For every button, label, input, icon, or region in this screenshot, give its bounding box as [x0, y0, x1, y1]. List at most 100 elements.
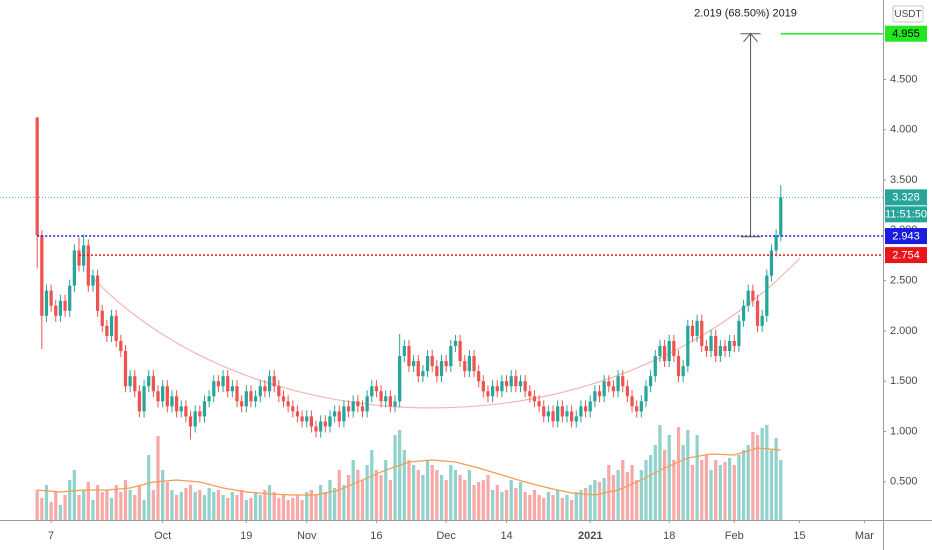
volume-bar	[774, 438, 778, 520]
volume-bar	[151, 490, 155, 520]
candle-body	[128, 376, 132, 387]
volume-bar	[458, 475, 462, 520]
candle-body	[760, 315, 764, 326]
x-tick-label: Mar	[855, 530, 874, 542]
volume-bar	[332, 488, 337, 520]
y-tick-label: 0.500	[890, 476, 918, 488]
volume-bar	[444, 480, 448, 520]
volume-bar	[574, 492, 578, 520]
candle-body	[393, 401, 397, 407]
candle-body	[72, 250, 76, 286]
volume-bar	[114, 485, 118, 520]
volume-bar	[54, 492, 58, 520]
volume-bar	[351, 460, 355, 520]
volume-bar	[295, 495, 300, 520]
candle-body	[263, 386, 267, 392]
candle-body	[309, 416, 314, 427]
candle-body	[774, 235, 778, 251]
x-tick-label: 14	[500, 530, 512, 542]
candle-body	[639, 401, 643, 412]
volume-bar	[244, 500, 248, 520]
volume-bar	[518, 482, 523, 520]
volume-bar	[137, 485, 142, 520]
candle-body	[244, 391, 248, 407]
volume-bar	[72, 470, 76, 520]
volume-bar	[188, 485, 193, 520]
volume-bar	[662, 450, 667, 520]
volume-bar	[212, 492, 216, 520]
volume-bar	[119, 492, 123, 520]
volume-bar	[230, 492, 234, 520]
volume-bar	[202, 495, 207, 520]
volume-bar	[370, 450, 374, 520]
price-label: 3.328	[892, 192, 920, 204]
candle-body	[86, 245, 90, 286]
volume-bar	[602, 478, 606, 520]
candle-body	[179, 406, 183, 412]
volume-bar	[226, 498, 230, 520]
volume-bar	[435, 470, 439, 520]
candle-body	[602, 381, 606, 397]
candle-body	[226, 376, 230, 392]
volume-bar	[44, 485, 49, 520]
volume-bar	[421, 475, 425, 520]
candle-body	[346, 406, 351, 412]
y-tick-label: 4.000	[890, 124, 918, 136]
candle-body	[105, 325, 109, 336]
x-tick-label: 15	[793, 530, 805, 542]
volume-bar	[95, 485, 100, 520]
candle-body	[44, 290, 49, 316]
currency-box[interactable]	[892, 5, 924, 23]
y-tick-label: 4.500	[890, 73, 918, 85]
volume-bar	[40, 498, 44, 520]
volume-bar	[700, 460, 704, 520]
candle-body	[291, 406, 295, 412]
volume-bar	[416, 470, 420, 520]
volume-bar	[653, 445, 657, 520]
volume-bar	[277, 498, 281, 520]
volume-bar	[398, 430, 402, 520]
candle-body	[161, 386, 165, 402]
volume-bar	[616, 470, 620, 520]
volume-bar	[360, 480, 365, 520]
price-label: 4.955	[892, 28, 920, 40]
candle-body	[472, 356, 476, 372]
x-tick-label: Feb	[725, 530, 744, 542]
candle-body	[328, 416, 332, 427]
candle-body	[509, 376, 513, 387]
volume-bar	[439, 475, 444, 520]
candle-body	[500, 381, 504, 392]
volume-bar	[342, 485, 346, 520]
volume-bar	[300, 500, 304, 520]
measure-label: 2.019 (68.50%) 2019	[694, 8, 797, 20]
candle-body	[523, 381, 527, 392]
x-tick-label: 19	[240, 530, 252, 542]
candle-body	[286, 401, 290, 407]
candle-body	[560, 406, 564, 417]
volume-bar	[551, 495, 555, 520]
price-label-box	[885, 228, 927, 245]
candle-body	[156, 391, 160, 402]
volume-bar	[147, 455, 151, 520]
candle-body	[579, 406, 583, 417]
candle-body	[649, 376, 653, 387]
volume-bar	[611, 475, 616, 520]
candle-body	[681, 366, 685, 377]
x-tick-label: 2021	[578, 530, 602, 542]
candle-body	[718, 345, 722, 357]
volume-bar	[704, 455, 709, 520]
volume-bar	[779, 460, 783, 520]
candle-body	[165, 386, 169, 407]
currency-label: USDT	[894, 9, 921, 20]
volume-bar	[723, 462, 727, 520]
candle-body	[230, 386, 234, 392]
candle-body	[319, 421, 323, 432]
volume-bar	[388, 480, 393, 520]
candle-body	[700, 320, 704, 346]
candle-body	[477, 371, 481, 382]
candle-body	[374, 386, 379, 392]
candle-body	[207, 396, 211, 402]
candle-body	[365, 396, 369, 412]
